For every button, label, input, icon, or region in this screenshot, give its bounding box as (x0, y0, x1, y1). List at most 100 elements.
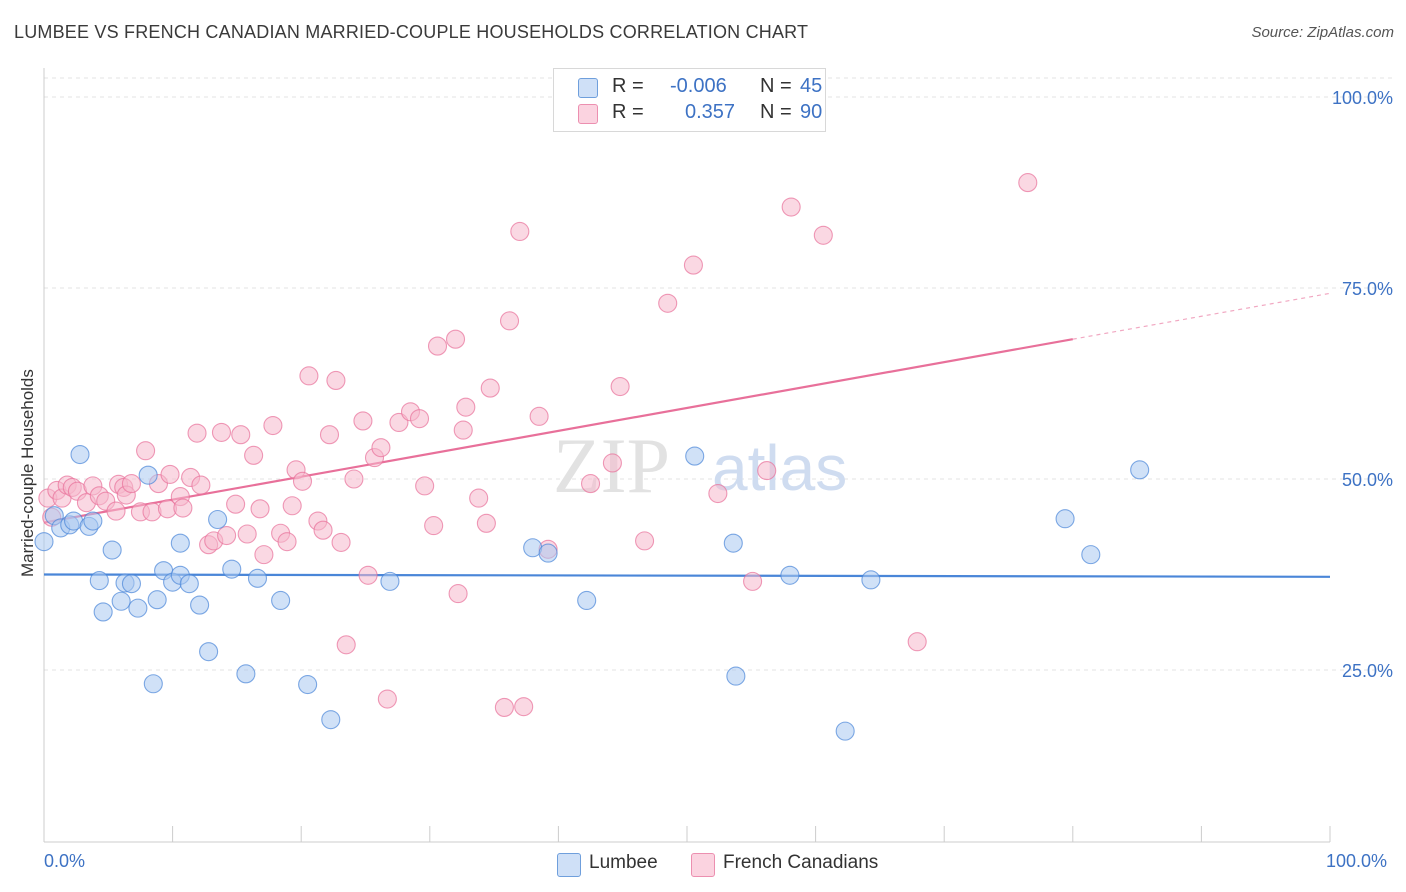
data-point-lumbee (685, 446, 705, 466)
data-point-lumbee (321, 710, 341, 730)
data-point-french-canadians (299, 366, 319, 386)
data-point-french-canadians (244, 445, 264, 465)
watermark-atlas: atlas (712, 432, 847, 504)
data-point-french-canadians (476, 513, 496, 533)
legend-n-label: N = (760, 75, 792, 97)
data-point-french-canadians (331, 532, 351, 552)
legend-r-value: 0.357 (685, 101, 736, 123)
data-point-french-canadians (237, 524, 257, 544)
data-point-lumbee (271, 590, 291, 611)
legend-r-label: R = (612, 101, 644, 123)
data-point-lumbee (138, 465, 158, 485)
data-point-french-canadians (358, 565, 378, 585)
y-tick-label: 25.0% (1342, 661, 1393, 681)
data-point-french-canadians (448, 584, 468, 604)
y-tick-label: 50.0% (1342, 470, 1393, 490)
data-point-french-canadians (813, 225, 833, 245)
data-point-lumbee (577, 590, 597, 611)
data-point-french-canadians (187, 423, 207, 443)
data-point-french-canadians (494, 697, 514, 717)
data-point-french-canadians (336, 635, 356, 655)
data-point-french-canadians (658, 293, 678, 313)
data-point-french-canadians (635, 531, 655, 551)
legend-n-value: 90 (800, 101, 823, 123)
data-point-french-canadians (217, 525, 237, 546)
data-point-lumbee (83, 511, 103, 531)
data-point-lumbee (70, 445, 90, 465)
data-point-french-canadians (708, 483, 728, 504)
data-point-french-canadians (277, 532, 297, 552)
data-point-lumbee (247, 568, 268, 588)
data-point-french-canadians (344, 469, 364, 489)
trend-line-extension (1072, 292, 1331, 340)
data-point-french-canadians (313, 520, 333, 540)
data-point-french-canadians (371, 438, 391, 458)
data-point-french-canadians (580, 474, 601, 494)
data-point-french-canadians (211, 422, 232, 442)
data-points (34, 72, 1150, 741)
data-point-french-canadians (254, 545, 274, 565)
axes (43, 68, 1331, 843)
data-point-french-canadians (106, 501, 126, 521)
data-point-lumbee (723, 533, 743, 553)
data-point-french-canadians (445, 329, 466, 349)
data-point-french-canadians (191, 475, 211, 495)
legend-swatch-lumbee (578, 78, 598, 98)
data-point-lumbee (179, 574, 199, 594)
bottom-legend-swatch-french-canadians (691, 853, 715, 877)
bottom-legend-swatch-lumbee (557, 853, 581, 877)
data-point-lumbee (236, 664, 256, 684)
data-point-french-canadians (282, 496, 302, 516)
y-tick-labels: 25.0% 50.0% 75.0% 100.0% (1332, 88, 1393, 681)
y-tick-label: 75.0% (1342, 279, 1393, 299)
grid-lines (44, 77, 1392, 671)
legend-r-value: -0.006 (670, 75, 727, 97)
data-point-french-canadians (757, 461, 777, 481)
data-point-french-canadians (453, 420, 473, 440)
data-point-french-canadians (121, 474, 141, 494)
bottom-legend-label-lumbee: Lumbee (589, 852, 658, 873)
data-point-french-canadians (427, 336, 448, 356)
legend-r-label: R = (612, 75, 644, 97)
data-point-lumbee (93, 602, 113, 622)
data-point-french-canadians (226, 494, 246, 514)
data-point-french-canadians (263, 415, 283, 436)
legend-swatch-french-canadians (578, 104, 598, 124)
data-point-lumbee (170, 533, 190, 553)
legend-n-label: N = (760, 101, 792, 123)
data-point-lumbee (726, 666, 746, 686)
data-point-lumbee (111, 591, 131, 611)
data-point-french-canadians (415, 476, 435, 496)
data-point-french-canadians (1018, 173, 1038, 193)
data-point-lumbee (1130, 460, 1150, 480)
correlation-legend: R = -0.006 N = 45 R = 0.357 N = 90 (553, 68, 826, 132)
data-point-lumbee (128, 598, 148, 618)
data-point-french-canadians (173, 498, 193, 518)
data-point-lumbee (1055, 509, 1075, 529)
data-point-lumbee (298, 674, 318, 695)
chart-title: LUMBEE VS FRENCH CANADIAN MARRIED-COUPLE… (14, 22, 809, 42)
data-point-lumbee (199, 642, 219, 662)
data-point-lumbee (102, 540, 122, 560)
data-point-lumbee (780, 565, 800, 585)
watermark: ZIP atlas (553, 422, 847, 509)
data-point-french-canadians (743, 571, 763, 591)
data-point-french-canadians (250, 499, 270, 519)
data-point-lumbee (861, 570, 881, 590)
data-point-french-canadians (510, 221, 530, 242)
data-point-french-canadians (602, 453, 622, 473)
data-point-french-canadians (353, 411, 373, 431)
data-point-french-canadians (499, 311, 520, 331)
data-point-french-canadians (610, 377, 630, 397)
y-axis-label: Married-couple Households (18, 369, 37, 577)
data-point-lumbee (143, 674, 163, 694)
data-point-french-canadians (781, 197, 801, 217)
data-point-lumbee (1081, 545, 1101, 565)
legend-n-value: 45 (800, 75, 823, 97)
data-point-lumbee (190, 595, 210, 615)
x-tick-label-min: 0.0% (44, 851, 86, 871)
data-point-french-canadians (377, 689, 397, 709)
data-point-french-canadians (469, 488, 489, 508)
data-point-french-canadians (136, 441, 156, 461)
